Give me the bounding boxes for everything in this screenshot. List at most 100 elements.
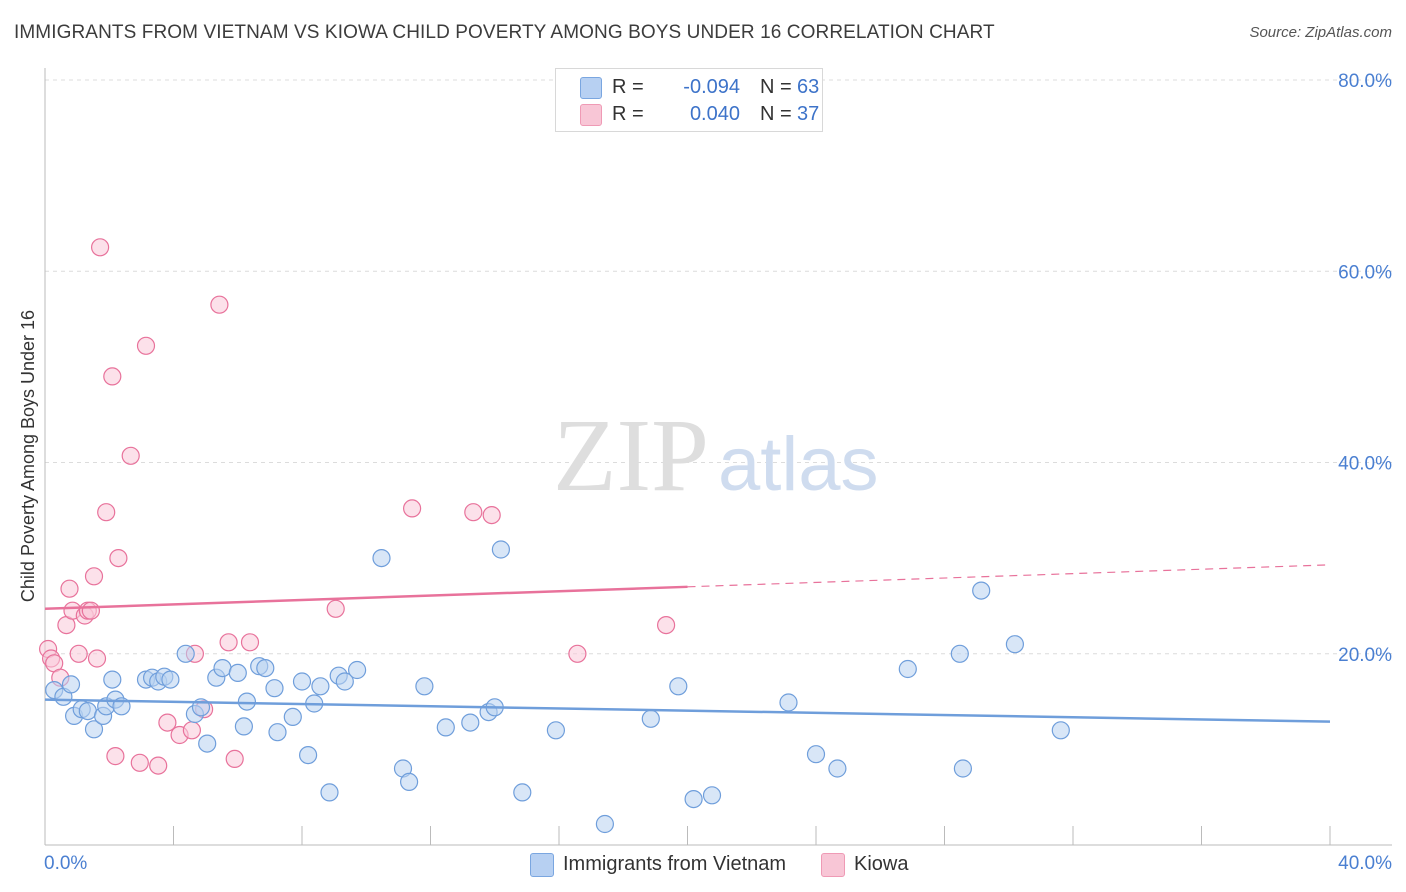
vietnam-point bbox=[1005, 635, 1025, 654]
legend-swatch-vietnam bbox=[530, 853, 554, 877]
legend-n-label: N = bbox=[760, 76, 792, 98]
kiowa-point bbox=[84, 567, 104, 586]
vietnam-point bbox=[176, 644, 195, 663]
vietnam-point bbox=[61, 675, 81, 694]
kiowa-trend-extension bbox=[687, 564, 1331, 588]
kiowa-point bbox=[240, 633, 260, 652]
vietnam-point bbox=[898, 659, 917, 679]
vietnam-point bbox=[265, 679, 284, 698]
series-legend: Immigrants from Vietnam Kiowa bbox=[0, 851, 1406, 879]
vietnam-point bbox=[1051, 721, 1070, 740]
kiowa-point bbox=[103, 367, 122, 386]
kiowa-point bbox=[109, 548, 128, 568]
kiowa-point bbox=[87, 649, 107, 668]
legend-r-label: R = bbox=[612, 76, 644, 98]
kiowa-point bbox=[130, 753, 149, 772]
vietnam-point bbox=[283, 707, 302, 727]
vietnam-point bbox=[436, 718, 455, 737]
y-axis-title: Child Poverty Among Boys Under 16 bbox=[18, 310, 38, 602]
watermark-zip: ZIP bbox=[553, 398, 709, 513]
vietnam-points bbox=[45, 540, 1070, 834]
kiowa-point bbox=[69, 644, 88, 663]
vietnam-point bbox=[950, 644, 969, 663]
x-tick-label: 40.0% bbox=[1338, 853, 1392, 874]
y-tick-label: 80.0% bbox=[1338, 71, 1392, 92]
kiowa-point bbox=[97, 503, 116, 522]
vietnam-point bbox=[372, 548, 391, 568]
kiowa-point bbox=[81, 601, 101, 620]
chart-title: IMMIGRANTS FROM VIETNAM VS KIOWA CHILD P… bbox=[14, 22, 995, 43]
vietnam-point bbox=[828, 759, 847, 778]
kiowa-point bbox=[482, 505, 501, 525]
vietnam-point bbox=[84, 720, 104, 739]
legend-r-label: R = bbox=[612, 103, 644, 125]
legend-n-label: N = bbox=[760, 103, 792, 125]
kiowa-point bbox=[106, 746, 125, 766]
vietnam-point bbox=[228, 663, 247, 683]
vietnam-point bbox=[972, 581, 991, 600]
kiowa-point bbox=[210, 295, 229, 314]
kiowa-point bbox=[225, 749, 244, 769]
legend-n-value: 37 bbox=[797, 103, 820, 125]
vietnam-point bbox=[348, 660, 367, 680]
legend-r-value: 0.040 bbox=[689, 103, 740, 125]
vietnam-point bbox=[213, 658, 232, 678]
vietnam-point bbox=[292, 672, 312, 691]
axis-layer bbox=[44, 68, 1392, 846]
vietnam-point bbox=[198, 734, 217, 753]
y-tick-label: 40.0% bbox=[1338, 454, 1392, 475]
kiowa-point bbox=[464, 503, 483, 522]
grid-layer bbox=[45, 79, 1392, 655]
vietnam-point bbox=[78, 701, 97, 721]
kiowa-point bbox=[136, 336, 156, 355]
vietnam-point bbox=[299, 745, 318, 765]
kiowa-point bbox=[568, 644, 587, 663]
kiowa-point bbox=[60, 579, 79, 598]
vietnam-point bbox=[234, 717, 253, 736]
vietnam-point bbox=[103, 670, 122, 689]
legend-swatch-vietnam bbox=[580, 77, 602, 99]
y-tick-label: 60.0% bbox=[1338, 262, 1392, 283]
vietnam-point bbox=[415, 677, 434, 696]
vietnam-point bbox=[268, 723, 287, 742]
kiowa-point bbox=[182, 721, 201, 740]
vietnam-point bbox=[546, 721, 566, 740]
vietnam-point bbox=[806, 745, 826, 764]
vietnam-point bbox=[237, 692, 256, 711]
stats-legend: R = -0.094 N = 63 R = 0.040 N = 37 bbox=[555, 68, 823, 132]
kiowa-trend-line bbox=[44, 585, 688, 611]
kiowa-point bbox=[403, 499, 422, 518]
vietnam-point bbox=[335, 672, 354, 691]
label-layer: 80.0% 60.0% 40.0% 20.0% 0.0% 40.0% bbox=[44, 71, 1392, 874]
vietnam-point bbox=[513, 783, 532, 802]
legend-swatch-kiowa bbox=[580, 104, 602, 126]
legend-swatch-kiowa bbox=[821, 853, 845, 877]
vietnam-trend-line bbox=[44, 698, 1331, 723]
vietnam-point bbox=[256, 658, 275, 678]
vietnam-point bbox=[702, 786, 722, 805]
vietnam-point bbox=[641, 709, 660, 728]
kiowa-point bbox=[656, 615, 676, 635]
vietnam-point bbox=[491, 540, 510, 559]
kiowa-point bbox=[121, 446, 140, 465]
vietnam-point bbox=[684, 789, 703, 809]
x-tick-label: 0.0% bbox=[44, 853, 87, 874]
watermark: ZIP atlas bbox=[553, 398, 879, 513]
vietnam-point bbox=[953, 759, 973, 778]
vietnam-point bbox=[669, 677, 688, 696]
kiowa-point bbox=[158, 713, 177, 732]
watermark-atlas: atlas bbox=[718, 422, 879, 507]
kiowa-point bbox=[219, 633, 238, 652]
kiowa-point bbox=[90, 238, 110, 257]
vietnam-point bbox=[320, 783, 339, 802]
source-note: Source: ZipAtlas.com bbox=[1249, 24, 1392, 41]
vietnam-point bbox=[779, 693, 798, 712]
y-tick-label: 20.0% bbox=[1338, 645, 1392, 666]
vietnam-point bbox=[595, 814, 615, 834]
legend-r-value: -0.094 bbox=[683, 76, 740, 98]
legend-label-vietnam: Immigrants from Vietnam bbox=[563, 853, 787, 875]
kiowa-points bbox=[38, 238, 676, 775]
vietnam-point bbox=[311, 677, 330, 696]
vietnam-point bbox=[400, 772, 419, 792]
